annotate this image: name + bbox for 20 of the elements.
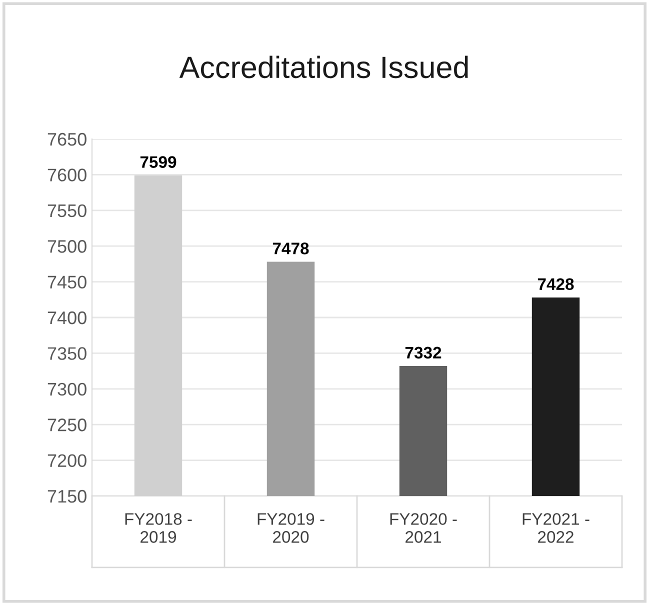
y-tick-label: 7150 (48, 490, 86, 503)
data-label: 7478 (272, 242, 309, 254)
y-tick-label: 7250 (48, 418, 86, 432)
y-tick-label: 7300 (48, 382, 86, 396)
y-tick-label: 7400 (48, 311, 86, 324)
y-tick-label: 7650 (48, 132, 86, 146)
chart-title: Accreditations Issued (179, 56, 468, 78)
x-tick-label: FY2018 - 2019 (125, 513, 192, 543)
data-label: 7428 (538, 278, 574, 290)
y-tick-label: 7200 (48, 454, 86, 468)
y-tick-label: 7600 (48, 168, 86, 182)
data-label: 7332 (405, 346, 442, 359)
y-tick-label: 7450 (48, 276, 86, 289)
y-tick-label: 7550 (48, 204, 86, 218)
data-label: 7599 (140, 156, 176, 168)
y-tick-label: 7500 (48, 240, 86, 253)
x-tick-label: FY2019 - 2020 (258, 513, 324, 543)
x-tick-label: FY2021 - 2022 (522, 513, 590, 543)
y-tick-label: 7350 (48, 347, 86, 360)
x-tick-label: FY2020 - 2021 (390, 513, 457, 543)
